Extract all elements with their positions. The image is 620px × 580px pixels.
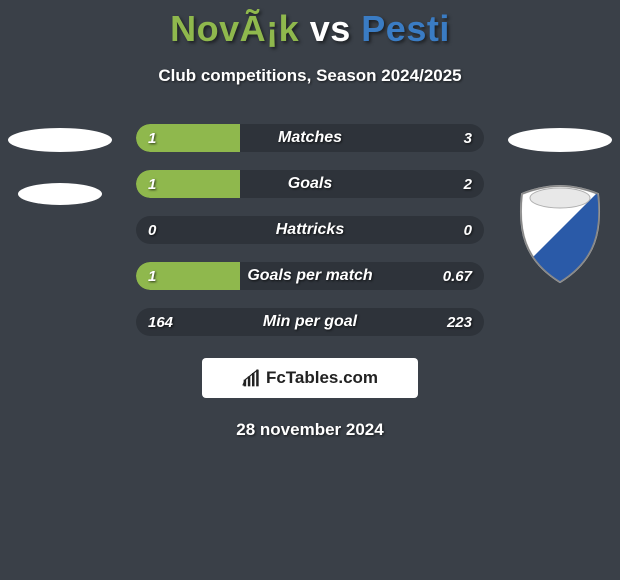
stat-bar: 13Matches: [136, 124, 484, 152]
stat-label: Hattricks: [136, 216, 484, 244]
title-player1: NovÃ¡k: [170, 8, 299, 49]
stat-label: Goals per match: [136, 262, 484, 290]
player2-club-crest-icon: [510, 180, 610, 288]
player2-silhouette-icon: [508, 124, 612, 180]
brand-text: FcTables.com: [266, 368, 378, 388]
brand-box: FcTables.com: [202, 358, 418, 398]
bars-container: 13Matches 12Goals 00Hattricks 10.67Goals pe…: [136, 124, 484, 354]
stat-bar: 00Hattricks: [136, 216, 484, 244]
subtitle: Club competitions, Season 2024/2025: [0, 66, 620, 86]
player1-silhouette-icon: [8, 124, 112, 180]
stat-bar: 10.67Goals per match: [136, 262, 484, 290]
player1-avatar-area: [8, 124, 112, 234]
stat-bar: 164223Min per goal: [136, 308, 484, 336]
title-vs: vs: [310, 8, 351, 49]
date-label: 28 november 2024: [0, 420, 620, 440]
stat-label: Goals: [136, 170, 484, 198]
stat-label: Matches: [136, 124, 484, 152]
comparison-chart: 13Matches 12Goals 00Hattricks 10.67Goals pe…: [0, 124, 620, 354]
page-title: NovÃ¡k vs Pesti: [0, 0, 620, 50]
player1-crest-placeholder-icon: [8, 178, 112, 234]
title-player2: Pesti: [361, 8, 450, 49]
stat-bar: 12Goals: [136, 170, 484, 198]
stat-label: Min per goal: [136, 308, 484, 336]
player2-avatar-area: [508, 124, 612, 288]
bar-chart-icon: [242, 368, 262, 388]
